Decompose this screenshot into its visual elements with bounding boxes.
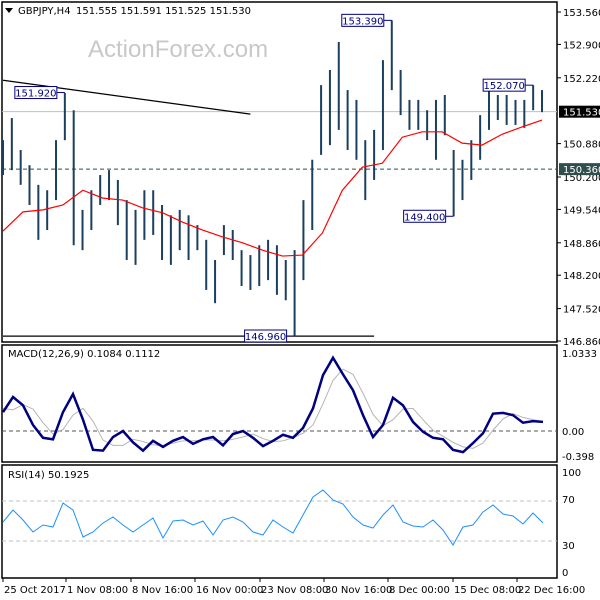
price-marker-label: 150.360 bbox=[563, 165, 600, 176]
macd-line bbox=[1, 355, 544, 454]
annotation-box bbox=[244, 329, 288, 343]
falling-trendline bbox=[2, 79, 251, 115]
annotation-label: 152.070 bbox=[483, 81, 524, 92]
x-tick-label: 8 Nov 16:00 bbox=[132, 585, 193, 596]
axes: 153.560 152.900 152.220 150.880 150.200 149.5… bbox=[2, 8, 600, 596]
price-marker-bg bbox=[559, 163, 600, 176]
annotation-box bbox=[341, 13, 385, 27]
y-tick-label: 153.560 bbox=[563, 8, 600, 19]
annotation-label: 153.390 bbox=[342, 16, 383, 27]
macd-panel bbox=[1, 355, 557, 454]
macd-tick-label: 1.0333 bbox=[562, 349, 597, 360]
macd-title: MACD(12,26,9) 0.1084 0.1112 bbox=[8, 349, 160, 360]
price-panel: 151.920 153.390 146.960 149.400 152.070 bbox=[2, 13, 557, 343]
panel-frame-0 bbox=[1, 1, 558, 343]
moving-average-line bbox=[2, 119, 543, 257]
x-tick-label: 25 Oct 2017 bbox=[4, 585, 66, 596]
rsi-line bbox=[2, 489, 544, 546]
annotation-label: 151.920 bbox=[15, 89, 56, 100]
y-tick-label: 146.860 bbox=[563, 337, 600, 348]
annotation-label: 149.400 bbox=[404, 212, 445, 223]
y-tick-label: 148.860 bbox=[563, 239, 600, 250]
chart-header-symbol: GBPJPY,H4 bbox=[18, 6, 71, 17]
watermark: ActionForex.com bbox=[88, 36, 268, 63]
x-tick-label: 15 Dec 08:00 bbox=[454, 585, 521, 596]
y-tick-label: 147.520 bbox=[563, 305, 600, 316]
rsi-tick-label: 70 bbox=[562, 495, 575, 506]
x-tick-label: 30 Nov 16:00 bbox=[325, 585, 392, 596]
macd-signal-line bbox=[2, 368, 544, 449]
y-tick-label: 149.540 bbox=[563, 205, 600, 216]
x-tick-label: 16 Nov 00:00 bbox=[196, 585, 263, 596]
y-tick-label: 148.200 bbox=[563, 271, 600, 282]
panel-frame-2 bbox=[1, 464, 558, 579]
x-tick-label: 1 Nov 08:00 bbox=[67, 585, 128, 596]
annotation-box bbox=[14, 86, 58, 100]
panel-frames bbox=[1, 1, 558, 579]
rsi-panel bbox=[2, 489, 557, 546]
rsi-tick-label: 30 bbox=[562, 541, 575, 552]
y-tick-label: 152.900 bbox=[563, 40, 600, 51]
annotation-box bbox=[403, 209, 447, 223]
rsi-tick-label: 100 bbox=[562, 468, 581, 479]
x-tick-label: 22 Dec 16:00 bbox=[518, 585, 585, 596]
annotation-box bbox=[482, 78, 526, 92]
panel-frame-1 bbox=[1, 344, 558, 463]
rsi-title: RSI(14) 50.1925 bbox=[8, 470, 89, 481]
x-tick-label: 8 Dec 00:00 bbox=[389, 585, 450, 596]
macd-tick-label: -0.398 bbox=[562, 452, 594, 463]
annotation-label: 146.960 bbox=[245, 332, 286, 343]
collapse-triangle-icon[interactable] bbox=[5, 8, 13, 13]
price-marker-label: 151.530 bbox=[563, 108, 600, 119]
y-tick-label: 152.220 bbox=[563, 74, 600, 85]
rsi-tick-label: 0 bbox=[562, 568, 568, 579]
y-tick-label: 150.880 bbox=[563, 140, 600, 151]
chart-header-ohlc: 151.555 151.591 151.525 151.530 bbox=[76, 6, 251, 17]
price-marker-bg bbox=[559, 105, 600, 118]
y-tick-label: 150.200 bbox=[563, 173, 600, 184]
x-tick-label: 23 Nov 08:00 bbox=[261, 585, 328, 596]
macd-tick-label: 0.00 bbox=[562, 427, 584, 438]
